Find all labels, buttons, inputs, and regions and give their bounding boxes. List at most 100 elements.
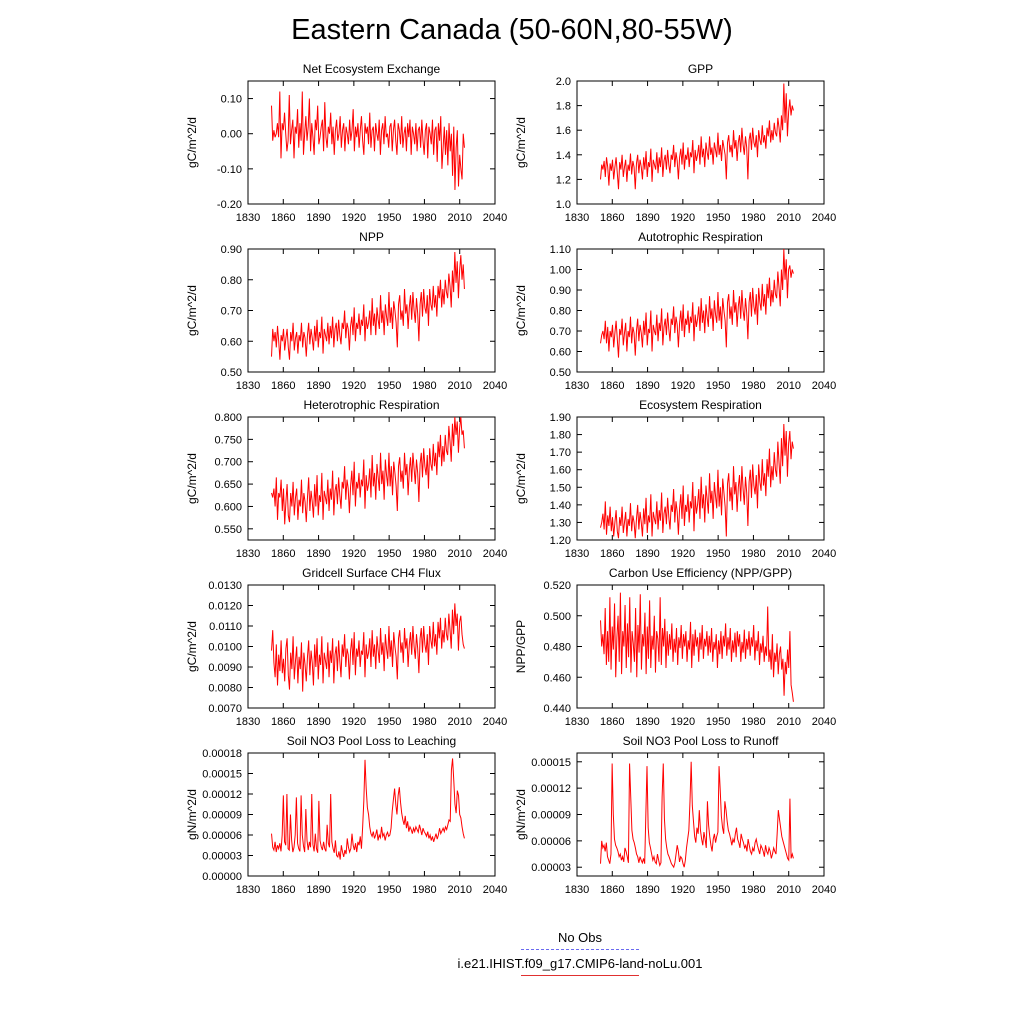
- x-tick-label: 1830: [236, 716, 260, 728]
- chart-title: Soil NO3 Pool Loss to Runoff: [623, 734, 780, 748]
- y-axis-label: gC/m^2/d: [514, 117, 528, 168]
- y-tick-label: 0.00015: [202, 769, 242, 781]
- x-tick-label: 1980: [412, 716, 436, 728]
- x-tick-label: 1980: [412, 380, 436, 392]
- x-tick-label: 2040: [812, 884, 836, 896]
- y-tick-label: 0.80: [550, 306, 571, 318]
- x-tick-label: 1920: [342, 716, 366, 728]
- y-tick-label: 0.00003: [531, 862, 571, 874]
- y-tick-label: 0.00012: [531, 783, 571, 795]
- series-line: [271, 758, 465, 860]
- y-axis-label: gC/m^2/d: [185, 117, 199, 168]
- x-tick-label: 1860: [600, 380, 624, 392]
- chart-panel-7: Gridcell Surface CH4 Flux gC/m^2/d 1830 186…: [185, 566, 507, 728]
- y-tick-label: 1.00: [550, 265, 571, 277]
- y-tick-label: 0.520: [543, 580, 571, 592]
- y-tick-label: 1.2: [556, 174, 571, 186]
- x-tick-label: 2040: [483, 716, 507, 728]
- x-tick-label: 1830: [236, 380, 260, 392]
- y-tick-label: 1.6: [556, 125, 571, 137]
- chart-panel-1: Net Ecosystem Exchange gC/m^2/d 1830 1860 18…: [185, 62, 507, 224]
- x-tick-label: 1950: [377, 548, 401, 560]
- x-tick-label: 1830: [565, 212, 589, 224]
- y-axis-label: gC/m^2/d: [185, 453, 199, 504]
- y-axis-label: gC/m^2/d: [185, 621, 199, 672]
- x-tick-label: 1950: [377, 716, 401, 728]
- x-tick-label: 2010: [447, 716, 471, 728]
- x-tick-label: 1920: [342, 212, 366, 224]
- x-tick-label: 1980: [741, 884, 765, 896]
- y-tick-label: 0.70: [221, 306, 242, 318]
- x-tick-label: 2010: [447, 380, 471, 392]
- series-line: [600, 83, 794, 190]
- plot-frame: [576, 80, 825, 205]
- x-tick-label: 1830: [236, 212, 260, 224]
- chart-title: Carbon Use Efficiency (NPP/GPP): [609, 566, 792, 580]
- chart-title: Soil NO3 Pool Loss to Leaching: [287, 734, 456, 748]
- x-tick-label: 1860: [271, 548, 295, 560]
- series-line: [271, 91, 465, 190]
- y-tick-label: 0.70: [550, 326, 571, 338]
- x-tick-label: 2040: [483, 380, 507, 392]
- y-tick-label: 0.00018: [202, 748, 242, 760]
- chart-title: GPP: [688, 62, 713, 76]
- y-tick-label: 1.8: [556, 101, 571, 113]
- y-tick-label: 0.90: [221, 244, 242, 256]
- x-tick-label: 1860: [271, 884, 295, 896]
- x-tick-label: 2040: [812, 716, 836, 728]
- x-tick-label: 2010: [776, 884, 800, 896]
- y-tick-label: 0.00006: [202, 830, 242, 842]
- charts-grid: Net Ecosystem Exchange gC/m^2/d 1830 1860 18…: [185, 62, 836, 896]
- x-tick-label: 1890: [635, 716, 659, 728]
- chart-panel-4: Autotrophic Respiration gC/m^2/d 1830 1860 1…: [514, 230, 836, 392]
- x-tick-label: 1890: [306, 716, 330, 728]
- series-line: [600, 761, 794, 869]
- plot-frame: [247, 80, 496, 205]
- chart-panel-9: Soil NO3 Pool Loss to Leaching gN/m^2/d 18…: [185, 734, 507, 896]
- y-tick-label: 0.480: [543, 642, 571, 654]
- y-tick-label: 0.00015: [531, 757, 571, 769]
- x-tick-label: 1950: [377, 212, 401, 224]
- chart-title: Autotrophic Respiration: [638, 230, 763, 244]
- x-tick-label: 2040: [483, 212, 507, 224]
- series-line: [271, 603, 465, 692]
- chart-panel-10: Soil NO3 Pool Loss to Runoff gN/m^2/d 1830…: [514, 734, 836, 896]
- x-tick-label: 1890: [635, 884, 659, 896]
- y-tick-label: 0.10: [221, 94, 242, 106]
- legend-obs-label: No Obs: [557, 930, 603, 945]
- x-tick-label: 1950: [377, 380, 401, 392]
- x-tick-label: 1890: [306, 548, 330, 560]
- y-tick-label: 0.00012: [202, 789, 242, 801]
- x-tick-label: 1890: [306, 380, 330, 392]
- legend: No Obs i.e21.IHIST.f09_g17.CMIP6-land-no…: [430, 930, 730, 982]
- x-tick-label: 2040: [483, 548, 507, 560]
- x-tick-label: 1950: [706, 380, 730, 392]
- series-line: [600, 248, 794, 358]
- y-tick-label: 0.60: [550, 347, 571, 359]
- y-tick-label: 0.0100: [208, 642, 242, 654]
- y-tick-label: 1.30: [550, 517, 571, 529]
- y-tick-label: 1.90: [550, 412, 571, 424]
- y-tick-label: 0.800: [214, 412, 242, 424]
- x-tick-label: 1890: [306, 884, 330, 896]
- y-tick-label: 1.70: [550, 447, 571, 459]
- chart-title: Heterotrophic Respiration: [303, 398, 439, 412]
- x-tick-label: 2010: [447, 212, 471, 224]
- x-tick-label: 2010: [776, 212, 800, 224]
- y-axis-label: gC/m^2/d: [514, 285, 528, 336]
- x-tick-label: 1950: [706, 548, 730, 560]
- chart-title: NPP: [359, 230, 384, 244]
- chart-panel-2: GPP gC/m^2/d 1830 1860 1890 1920 1950 1980 2010 2…: [514, 62, 836, 224]
- y-tick-label: 0.500: [543, 611, 571, 623]
- y-tick-label: 0.0080: [208, 683, 242, 695]
- y-tick-label: 0.0130: [208, 580, 242, 592]
- x-tick-label: 2040: [812, 212, 836, 224]
- x-tick-label: 1890: [635, 212, 659, 224]
- y-tick-label: 0.00009: [202, 810, 242, 822]
- x-tick-label: 1920: [671, 884, 695, 896]
- y-tick-label: 0.0090: [208, 662, 242, 674]
- x-tick-label: 1860: [600, 548, 624, 560]
- chart-panel-8: Carbon Use Efficiency (NPP/GPP) NPP/GPP 18…: [514, 566, 836, 728]
- x-tick-label: 1860: [600, 716, 624, 728]
- plot-frame: [576, 416, 825, 541]
